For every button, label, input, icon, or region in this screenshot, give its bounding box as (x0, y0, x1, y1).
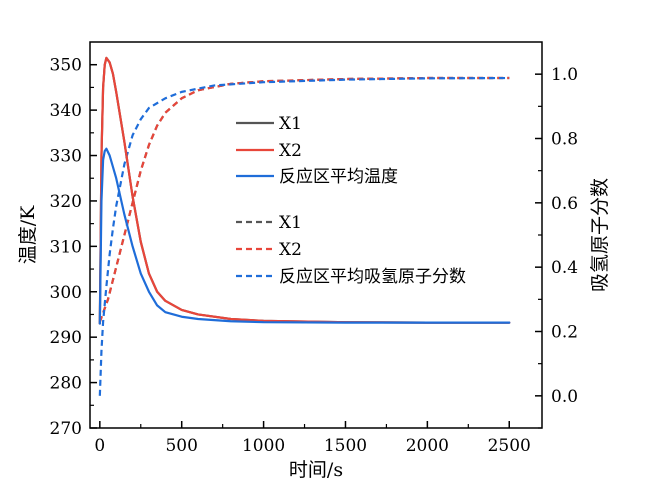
legend-label-4: X2 (279, 240, 302, 260)
legend-label-0: X1 (279, 114, 302, 134)
y-axis-left-title: 温度/K (17, 205, 39, 264)
plot-area (89, 41, 543, 429)
y-left-tick-label: 330 (50, 147, 82, 167)
legend-label-2: 反应区平均温度 (279, 167, 398, 187)
y-right-tick-label: 1.0 (551, 65, 578, 85)
y-left-tick-label: 350 (50, 56, 82, 76)
series-line-4 (98, 76, 510, 323)
x-tick-label: 2000 (406, 436, 449, 456)
y-axis-right: 0.0 0.2 0.4 0.6 0.8 1.0 (535, 65, 578, 429)
legend-label-1: X2 (279, 141, 302, 161)
series-line-2 (98, 147, 511, 325)
series-line-5 (98, 76, 510, 396)
series-layer (98, 56, 511, 396)
y-right-tick-label: 0.2 (551, 323, 578, 343)
x-axis: 0 500 1000 1500 2000 2500 (94, 421, 531, 456)
x-tick-label: 0 (94, 436, 105, 456)
x-tick-label: 500 (165, 436, 197, 456)
plot-frame (89, 41, 543, 429)
y-left-tick-label: 340 (50, 101, 82, 121)
y-right-tick-label: 0.0 (551, 387, 578, 407)
y-left-tick-label: 290 (50, 328, 82, 348)
y-right-tick-label: 0.8 (551, 130, 578, 150)
y-left-tick-label: 320 (50, 192, 82, 212)
x-tick-label: 1500 (324, 436, 367, 456)
legend-label-5: 反应区平均吸氢原子分数 (279, 267, 466, 287)
y-left-tick-label: 280 (50, 374, 82, 394)
legend: X1 X2 反应区平均温度 X1 X2 反应区平均吸氢原子分数 (236, 114, 466, 287)
y-left-tick-label: 300 (50, 283, 82, 303)
y-right-tick-label: 0.4 (551, 258, 578, 278)
x-axis-title: 时间/s (289, 459, 343, 481)
x-tick-label: 2500 (488, 436, 531, 456)
y-axis-right-title: 吸氢原子分数 (589, 178, 611, 292)
x-tick-label: 1000 (242, 436, 285, 456)
series-line-1 (98, 56, 511, 325)
y-left-tick-label: 270 (50, 419, 82, 439)
legend-label-3: X1 (279, 213, 302, 233)
y-left-tick-label: 310 (50, 237, 82, 257)
y-right-tick-label: 0.6 (551, 194, 578, 214)
y-axis-left: 270 280 290 300 310 320 330 340 350 (50, 56, 97, 439)
